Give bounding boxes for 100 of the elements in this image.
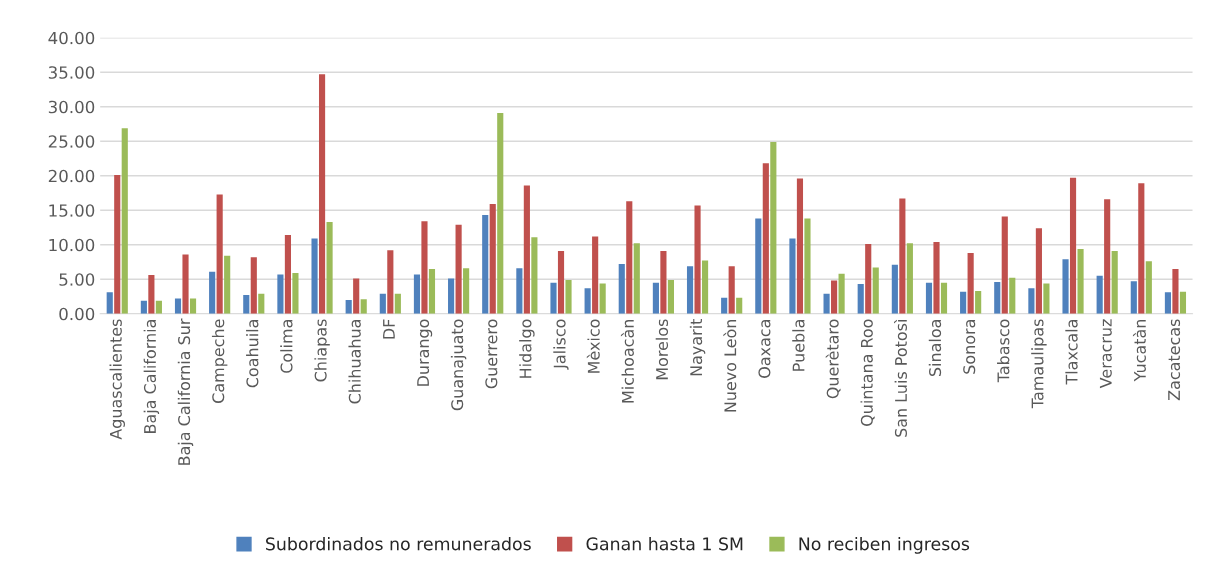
- bar: [762, 163, 769, 314]
- bar: [421, 221, 428, 314]
- bar: [899, 198, 906, 314]
- bar: [148, 275, 155, 314]
- bar: [1009, 277, 1016, 314]
- bar: [667, 279, 674, 314]
- bar: [292, 273, 299, 314]
- x-tick-label: Baja California: [143, 320, 160, 433]
- x-tick-label: Nuevo Leòn: [723, 319, 737, 412]
- bar: [550, 282, 557, 314]
- x-tick-label: Chiapas: [314, 319, 330, 382]
- bar: [960, 291, 967, 314]
- bar: [379, 293, 386, 314]
- bar: [1145, 261, 1152, 314]
- bar: [243, 295, 250, 314]
- x-tick-label: Tlaxcala: [1065, 320, 1078, 385]
- bar: [224, 255, 231, 314]
- y-tick-label: 5.00: [59, 273, 95, 286]
- x-tick-label: Guanajuato: [450, 319, 467, 411]
- bar: [463, 268, 470, 314]
- bar: [1069, 177, 1077, 314]
- x-tick-label: Veracruz: [1099, 319, 1112, 389]
- bar: [394, 293, 401, 314]
- bar: [531, 237, 538, 314]
- x-tick-label: Querètaro: [825, 319, 841, 399]
- bar: [701, 260, 709, 314]
- y-tick-label: 15.00: [49, 204, 95, 217]
- bar: [994, 282, 1001, 314]
- x-tick-label: Campeche: [211, 319, 228, 403]
- bar: [804, 218, 811, 314]
- bar: [489, 204, 496, 314]
- bar: [216, 194, 223, 314]
- bar: [106, 292, 113, 314]
- y-tick-label: 0.00: [59, 307, 95, 321]
- bar: [428, 268, 436, 314]
- bar: [831, 280, 838, 314]
- bar: [967, 253, 974, 314]
- x-tick-label: Guerrero: [485, 319, 498, 389]
- bar: [906, 243, 913, 314]
- x-tick-label: Sinaloa: [928, 320, 942, 377]
- x-tick-label: Sonora: [963, 320, 976, 374]
- bar: [174, 298, 182, 314]
- x-tick-label: Michoacàn: [620, 319, 634, 403]
- x-tick-label: Puebla: [792, 320, 805, 371]
- legend-label: Subordinados no remunerados: [266, 536, 531, 551]
- y-tick-label: 40.00: [48, 31, 95, 45]
- bar: [1104, 199, 1111, 314]
- x-tick-label: Yucatàn: [1132, 319, 1146, 382]
- x-tick-label: Colima: [280, 320, 293, 373]
- x-tick-label: Baja California Sur: [177, 318, 194, 465]
- bar: [1001, 216, 1008, 314]
- bar: [1096, 275, 1103, 314]
- bar: [686, 266, 694, 314]
- bar: [1179, 291, 1187, 314]
- x-tick-label: Tabasco: [997, 319, 1010, 383]
- bar: [823, 293, 830, 314]
- x-tick-label: Zacatecas: [1168, 319, 1181, 401]
- bar: [114, 175, 121, 314]
- bar: [413, 274, 421, 314]
- x-tick-label: Oaxaca: [758, 320, 771, 378]
- bar: [1111, 250, 1118, 314]
- bar: [1028, 288, 1035, 314]
- y-tick-label: 30.00: [48, 100, 95, 114]
- bar: [565, 279, 572, 314]
- bar: [121, 128, 128, 314]
- bar: [1062, 259, 1069, 314]
- bar: [736, 297, 743, 314]
- bar: [311, 238, 318, 314]
- bar: [728, 266, 735, 314]
- bar: [1043, 283, 1050, 314]
- bar: [694, 205, 701, 314]
- bar: [599, 283, 606, 314]
- bar: [189, 298, 197, 314]
- bar: [1035, 228, 1042, 314]
- y-tick-label: 20.00: [48, 169, 95, 183]
- x-tick-label: Hidalgo: [519, 319, 535, 378]
- bar: [258, 293, 265, 314]
- bar: [933, 241, 940, 314]
- bar: [721, 297, 728, 314]
- bar: [1138, 183, 1145, 314]
- bar: [326, 221, 333, 314]
- bar: [592, 236, 599, 314]
- bar: [584, 288, 591, 314]
- bar: [857, 284, 864, 314]
- x-tick-label: Aguascalientes: [109, 319, 125, 440]
- bar: [618, 264, 625, 314]
- bar: [284, 235, 291, 314]
- y-tick-label: 25.00: [48, 135, 95, 148]
- legend-label: Ganan hasta 1 SM: [586, 536, 743, 551]
- bar: [345, 299, 352, 314]
- bar: [865, 244, 872, 314]
- bar: [633, 243, 640, 314]
- bar: [838, 273, 845, 314]
- x-tick-label: Morelos: [655, 319, 669, 380]
- bar: [482, 215, 489, 314]
- bar: [353, 278, 360, 314]
- bar: [557, 250, 565, 314]
- bar: [455, 224, 462, 314]
- bar: [387, 250, 394, 314]
- bar: [497, 112, 504, 314]
